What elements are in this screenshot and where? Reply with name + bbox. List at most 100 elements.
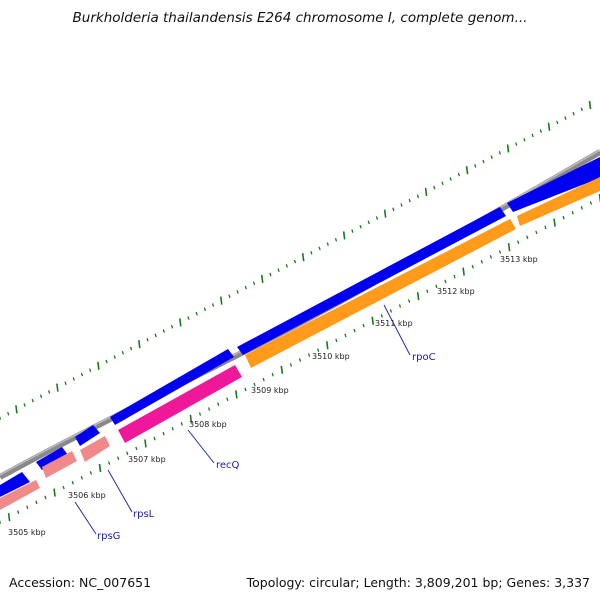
gc-tick bbox=[367, 220, 370, 225]
gc-tick bbox=[389, 309, 393, 313]
gc-tick bbox=[517, 240, 520, 244]
coordinate-labels: 3505 kbp 3506 kbp 3507 kbp 3508 kbp 3509… bbox=[8, 255, 538, 537]
gc-tick bbox=[171, 426, 174, 431]
gc-tick bbox=[289, 363, 293, 367]
gc-tick bbox=[449, 177, 452, 181]
gc-tick bbox=[307, 353, 311, 357]
reverse-strand-track bbox=[0, 177, 600, 510]
gc-tick bbox=[98, 463, 102, 473]
forward-cds bbox=[75, 425, 100, 446]
gc-tick bbox=[97, 361, 100, 370]
leader-line bbox=[107, 469, 133, 513]
gc-tick bbox=[375, 216, 379, 220]
gc-tick bbox=[498, 250, 502, 254]
gc-tick bbox=[526, 235, 529, 240]
reverse-cds bbox=[80, 436, 110, 462]
gc-tick bbox=[56, 383, 59, 392]
gc-tick bbox=[435, 284, 438, 289]
leader-line bbox=[383, 304, 411, 356]
reverse-cds bbox=[118, 365, 242, 443]
tick-label: 3506 kbp bbox=[68, 491, 106, 500]
gc-tick bbox=[162, 431, 165, 436]
forward-strand-track bbox=[0, 157, 600, 497]
gc-tick bbox=[359, 224, 362, 229]
gc-tick bbox=[334, 237, 338, 242]
gc-tick bbox=[64, 381, 67, 386]
gene-label-rpsL[interactable]: rpsL bbox=[133, 509, 155, 520]
gc-tick bbox=[400, 203, 403, 207]
gc-tick bbox=[523, 137, 526, 142]
gc-tick bbox=[211, 303, 215, 307]
gc-tick bbox=[48, 390, 51, 394]
gc-tick bbox=[207, 407, 211, 411]
gc-tick bbox=[252, 281, 256, 286]
gc-tick bbox=[317, 348, 320, 352]
gc-tick bbox=[515, 142, 518, 146]
forward-cds bbox=[110, 349, 234, 425]
gc-tick bbox=[416, 292, 420, 301]
gc-tick bbox=[62, 485, 65, 490]
gc-tick bbox=[126, 451, 129, 456]
reverse-cds bbox=[42, 451, 77, 478]
gc-tick bbox=[362, 323, 365, 328]
gc-tick bbox=[280, 365, 284, 374]
leader-line bbox=[74, 501, 97, 535]
forward-cds bbox=[36, 447, 68, 470]
gc-tick bbox=[462, 267, 465, 276]
gc-tick bbox=[121, 350, 125, 355]
gc-tick bbox=[407, 299, 411, 303]
gc-tick bbox=[113, 355, 116, 359]
gc-tick bbox=[398, 304, 402, 308]
gc-tick bbox=[72, 377, 75, 381]
gc-tick bbox=[490, 155, 493, 159]
gc-tick bbox=[453, 274, 456, 279]
gc-tick bbox=[318, 246, 321, 251]
gene-label-rpoC[interactable]: rpoC bbox=[412, 352, 436, 363]
reverse-cds bbox=[245, 219, 516, 368]
gc-tick bbox=[353, 328, 356, 333]
gc-tick bbox=[195, 311, 198, 316]
gc-tick bbox=[80, 476, 83, 480]
gc-tick bbox=[117, 456, 120, 460]
gc-tick bbox=[277, 268, 280, 272]
gc-tick bbox=[580, 107, 583, 112]
gc-tick bbox=[260, 274, 264, 283]
reverse-cds bbox=[0, 480, 40, 510]
gc-tick bbox=[89, 471, 93, 475]
gc-tick bbox=[298, 358, 302, 362]
gc-tick bbox=[15, 405, 18, 414]
gene-label-recQ[interactable]: recQ bbox=[216, 460, 240, 471]
gc-tick bbox=[572, 111, 575, 116]
gene-leader-lines bbox=[74, 304, 411, 535]
gc-tick bbox=[180, 422, 183, 426]
gc-tick bbox=[80, 372, 84, 377]
gc-tick bbox=[471, 264, 474, 269]
gc-tick bbox=[107, 461, 111, 465]
gc-tick bbox=[0, 416, 2, 420]
gc-content-track bbox=[0, 100, 600, 524]
gene-labels: rpsG rpsL recQ rpoC bbox=[97, 352, 436, 542]
gene-label-rpsG[interactable]: rpsG bbox=[97, 531, 120, 542]
forward-cds bbox=[507, 157, 600, 212]
gc-tick bbox=[588, 100, 592, 110]
gc-tick bbox=[203, 307, 206, 312]
gc-tick bbox=[392, 207, 395, 212]
gc-tick bbox=[544, 225, 547, 230]
tick-label: 3507 kbp bbox=[128, 455, 166, 464]
gc-tick bbox=[371, 316, 375, 325]
gc-tick bbox=[380, 314, 383, 318]
gc-tick bbox=[326, 242, 329, 246]
gc-tick bbox=[39, 394, 43, 399]
gc-tick bbox=[416, 194, 420, 199]
gc-tick bbox=[408, 198, 411, 203]
gc-tick bbox=[0, 520, 2, 524]
gc-tick bbox=[433, 185, 436, 190]
gc-tick bbox=[342, 231, 346, 240]
map-title: Burkholderia thailandensis E264 chromoso… bbox=[72, 10, 528, 26]
gc-tick bbox=[285, 264, 288, 268]
gc-tick bbox=[562, 215, 565, 220]
gc-tick bbox=[31, 398, 34, 403]
gc-tick bbox=[535, 230, 538, 235]
gc-tick bbox=[244, 387, 247, 392]
